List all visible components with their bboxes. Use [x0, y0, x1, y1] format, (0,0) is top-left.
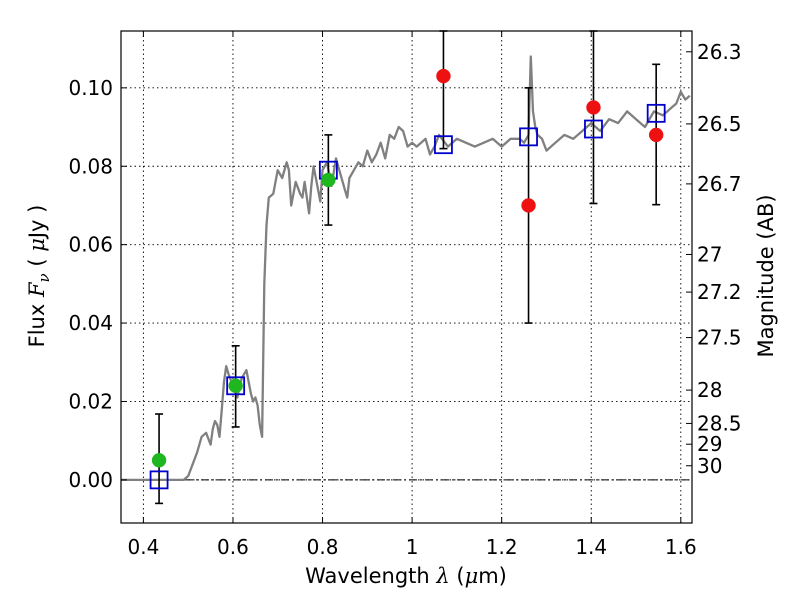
y2-tick-label: 26.3 — [697, 40, 742, 64]
model-flux-square — [434, 135, 453, 155]
data-markers — [149, 68, 666, 490]
y-tick-label: 0.00 — [68, 468, 113, 492]
x-tick-label: 1.4 — [575, 535, 607, 559]
model-flux-square — [519, 127, 538, 147]
x-tick-label: 1.2 — [486, 535, 518, 559]
y2-tick-label: 29 — [697, 432, 722, 456]
model-flux-square — [646, 103, 666, 123]
detection-point — [321, 172, 336, 188]
detection-point — [151, 453, 167, 468]
non-detection-point — [648, 127, 664, 143]
non-detection-point — [586, 100, 601, 115]
y-tick-label: 0.04 — [68, 311, 113, 335]
x-tick-label: 0.4 — [127, 535, 159, 559]
y2-tick-label: 26.5 — [697, 112, 742, 136]
x-tick-label: 1.6 — [665, 535, 697, 559]
template-spectrum — [121, 55, 691, 482]
axis-ticks — [121, 31, 692, 523]
plot-frame — [120, 30, 693, 524]
y-tick-label: 0.10 — [68, 76, 113, 100]
model-flux-square — [149, 470, 169, 490]
y2-tick-label: 30 — [697, 454, 722, 478]
y2-tick-label: 28.5 — [697, 411, 742, 435]
detection-point — [228, 378, 243, 394]
grid-lines — [121, 31, 692, 523]
spectrum-line — [121, 55, 691, 482]
y2-tick-label: 27 — [697, 242, 722, 266]
y-tick-label: 0.08 — [68, 154, 113, 178]
non-detection-point — [436, 68, 451, 84]
model-flux-square — [226, 376, 246, 396]
y-tick-label: 0.06 — [68, 233, 113, 257]
x-tick-label: 0.8 — [307, 535, 339, 559]
y-axis-label: Flux Fν ( μJy ) — [25, 205, 53, 348]
y-tick-label: 0.02 — [68, 389, 113, 413]
y2-tick-label: 28 — [697, 378, 722, 402]
tick-labels: 0.4 0.6 0.8 1 1.2 1.4 1.6 0.00 0.02 0.04 0.06 0.08 0… — [68, 40, 741, 559]
y2-tick-label: 27.5 — [697, 326, 742, 350]
x-axis-label: Wavelength λ (μm) — [305, 564, 507, 588]
y2-tick-label: 26.7 — [697, 172, 742, 196]
x-tick-label: 0.6 — [217, 535, 249, 559]
y2-tick-label: 27.2 — [697, 280, 742, 304]
model-flux-square — [584, 119, 603, 139]
y2-axis-label: Magnitude (AB) — [754, 194, 778, 357]
non-detection-point — [521, 198, 536, 213]
x-tick-label: 1 — [406, 535, 419, 559]
